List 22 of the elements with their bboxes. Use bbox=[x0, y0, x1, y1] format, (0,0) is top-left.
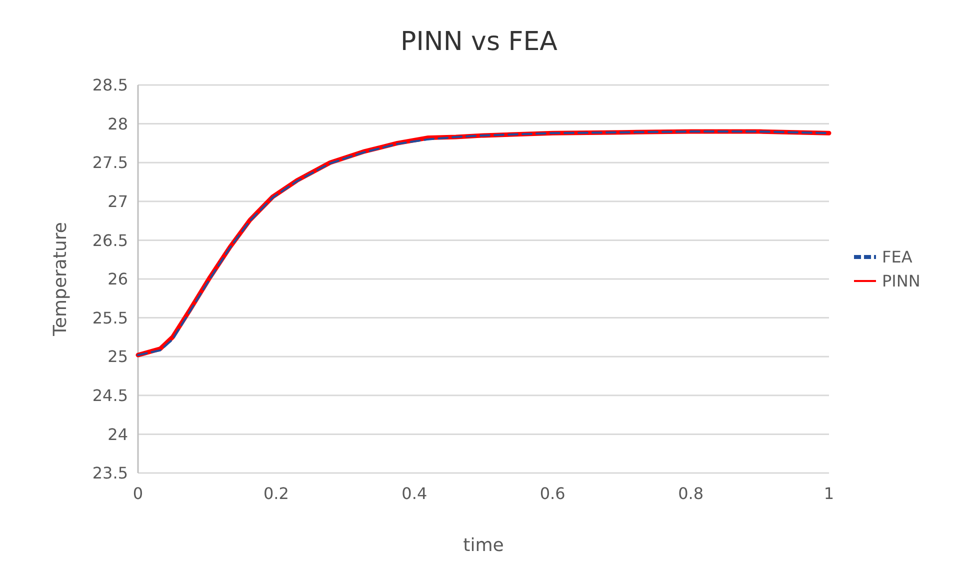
x-tick-label: 0 bbox=[132, 484, 144, 503]
y-axis-title: Temperature bbox=[50, 222, 71, 338]
x-tick-label: 0.2 bbox=[263, 484, 289, 503]
x-tick-label: 0.4 bbox=[402, 484, 428, 503]
y-tick-label: 24 bbox=[108, 424, 128, 444]
x-tick-label: 0.8 bbox=[678, 484, 704, 503]
x-tick-label: 0.6 bbox=[540, 484, 566, 503]
y-tick-label: 27.5 bbox=[92, 153, 128, 172]
y-tick-label: 23.5 bbox=[92, 464, 128, 483]
x-tick-label: 1 bbox=[824, 484, 834, 503]
y-tick-label: 26.5 bbox=[92, 230, 128, 250]
chart-title: PINN vs FEA bbox=[400, 27, 558, 57]
x-axis-title: time bbox=[463, 535, 504, 556]
y-tick-label: 25 bbox=[108, 347, 128, 366]
legend-label: PINN bbox=[882, 272, 920, 291]
y-tick-label: 28 bbox=[108, 114, 128, 134]
y-tick-label: 25.5 bbox=[92, 308, 128, 328]
y-tick-label: 27 bbox=[108, 192, 128, 211]
y-tick-label: 26 bbox=[108, 270, 128, 289]
legend-label: FEA bbox=[882, 248, 912, 267]
y-tick-label: 28.5 bbox=[92, 76, 128, 95]
y-tick-label: 24.5 bbox=[92, 386, 128, 405]
